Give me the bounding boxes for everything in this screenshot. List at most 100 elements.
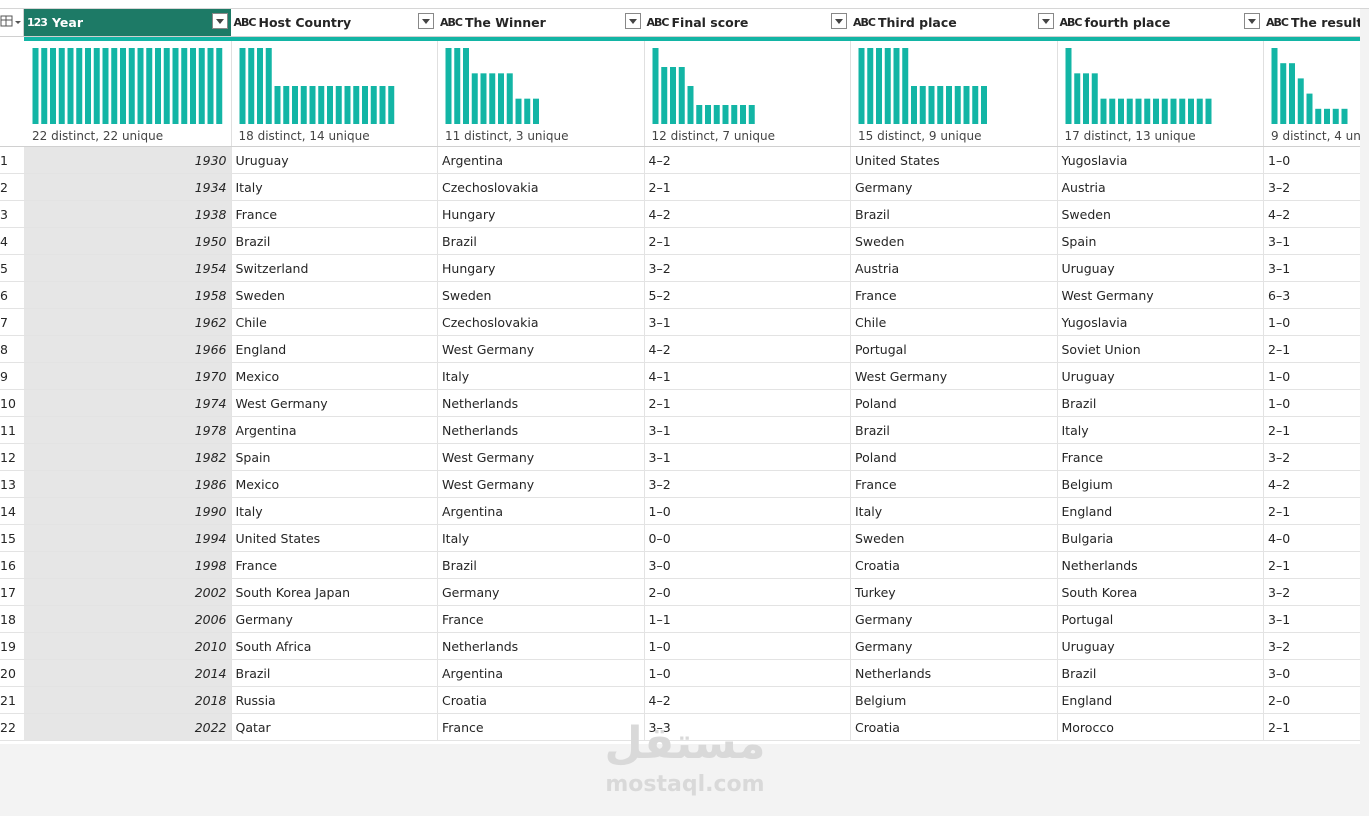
cell: Italy [850,498,1058,525]
filter-button[interactable] [211,13,228,29]
distribution-bar [722,105,728,124]
column-header[interactable]: ABC The Winner [437,9,645,37]
distribution-bar [533,98,539,124]
cell: Morocco [1056,714,1264,741]
row-number: 10 [0,390,24,417]
distribution-bar [128,48,135,124]
cell: France [437,606,645,633]
cell: 3–1 [1263,228,1360,255]
cell: Spain [1056,228,1264,255]
cell: 2–1 [1263,498,1360,525]
cell: Italy [230,174,438,201]
distribution-bar [146,48,153,124]
cell: West Germany [437,336,645,363]
cell: 3–2 [1263,444,1360,471]
cell: Poland [850,444,1058,471]
column-profile: 18 distinct, 14 unique [230,41,438,147]
cell: 2–1 [643,390,851,417]
cell: Switzerland [230,255,438,282]
distribution-bar [352,86,359,124]
cell: 1982 [24,444,232,471]
column-header[interactable]: ABC Host Country [230,9,438,37]
watermark-arabic: مستقل [604,718,766,769]
cell: Spain [230,444,438,471]
distribution-bar [489,73,496,124]
distribution-bar [480,73,487,124]
type-icon: ABC [1266,16,1289,29]
cell: Croatia [437,687,645,714]
distribution-chart [445,48,539,124]
filter-button[interactable] [831,13,847,29]
cell: Italy [437,363,645,390]
cell: Argentina [437,660,645,687]
row-number: 7 [0,309,24,336]
distribution-bar [876,48,882,124]
cell: Argentina [437,498,645,525]
column-profile: 12 distinct, 7 unique [643,41,851,147]
cell: 1998 [24,552,232,579]
distribution-bar [981,86,987,124]
profile-summary: 17 distinct, 13 unique [1064,129,1196,143]
distribution-bar [963,86,970,124]
distribution-bar [265,48,272,124]
filter-button[interactable] [1037,13,1054,29]
cell: 5–2 [643,282,851,309]
cell: Poland [850,390,1058,417]
cell: 1–0 [1263,147,1360,174]
distribution-bar [506,73,513,124]
cell: Russia [230,687,438,714]
distribution-bar [344,86,350,124]
distribution-bar [515,98,522,124]
cell: Brazil [230,660,438,687]
cell: Italy [1056,417,1264,444]
profile-summary: 15 distinct, 9 unique [858,129,982,143]
row-number: 12 [0,444,24,471]
cell: Netherlands [850,660,1058,687]
distribution-bar [76,48,83,124]
distribution-bar [256,48,263,124]
cell: 6–3 [1263,282,1360,309]
distribution-bar [1108,98,1115,124]
distribution-bar [1152,98,1159,124]
column-profile: 17 distinct, 13 unique [1056,41,1264,147]
filter-button[interactable] [1244,13,1260,29]
column-header[interactable]: ABC fourth place [1056,9,1264,37]
cell: 1–1 [643,606,851,633]
filter-button[interactable] [418,13,434,29]
distribution-bar [1280,63,1287,124]
distribution-bar [239,48,245,124]
distribution-bar [669,67,676,124]
column-header[interactable]: ABC Final score [643,9,851,37]
distribution-chart [239,48,394,124]
row-number: 14 [0,498,24,525]
cell: Portugal [1056,606,1264,633]
cell: West Germany [1056,282,1264,309]
cell: Belgium [1056,471,1264,498]
column-header[interactable]: ABC The result [1263,9,1360,37]
distribution-chart [1065,48,1211,124]
column-header[interactable]: ABC Third place [850,9,1058,37]
cell: Hungary [437,201,645,228]
filter-button[interactable] [624,13,641,29]
cell: 1970 [24,363,232,390]
cell: Netherlands [437,633,645,660]
distribution-bar [326,86,333,124]
cell: 1–0 [1263,390,1360,417]
distribution-bar [928,86,935,124]
table-menu[interactable] [0,9,24,37]
cell: South Korea Japan [230,579,438,606]
distribution-bar [1091,73,1098,124]
distribution-bar [730,105,737,124]
row-number: 4 [0,228,24,255]
distribution-bar [379,86,385,124]
type-icon: ABC [853,16,876,29]
cell: 2–0 [643,579,851,606]
distribution-bar [1332,108,1339,124]
column-header[interactable]: 123 Year [24,9,232,37]
distribution-bar [739,105,746,124]
cell: 2–1 [1263,417,1360,444]
cell: Croatia [850,714,1058,741]
cell: 1934 [24,174,232,201]
distribution-bar [1143,98,1150,124]
cell: 3–1 [643,444,851,471]
